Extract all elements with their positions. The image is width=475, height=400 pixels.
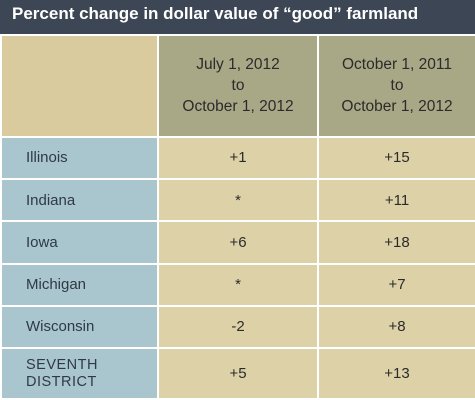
state-label: Iowa: [0, 220, 159, 265]
state-label: Illinois: [0, 135, 159, 181]
column-header-annual: October 1, 2011 to October 1, 2012: [317, 34, 475, 138]
column-header-line: October 1, 2012: [341, 98, 453, 116]
state-label-line: SEVENTH: [26, 356, 98, 373]
farmland-value-table: July 1, 2012 to October 1, 2012 October …: [0, 34, 475, 400]
value-cell: +6: [157, 220, 319, 265]
state-label: Michigan: [0, 262, 159, 307]
value-cell: +8: [317, 304, 475, 350]
column-header-line: to: [390, 77, 404, 95]
column-header-line: to: [231, 77, 245, 95]
header-row: July 1, 2012 to October 1, 2012 October …: [0, 34, 475, 138]
table-row: Michigan * +7: [0, 262, 475, 307]
value-cell: +7: [317, 262, 475, 307]
state-label: Wisconsin: [0, 304, 159, 350]
value-cell: +5: [157, 347, 319, 400]
table-row: Indiana * +11: [0, 178, 475, 223]
value-cell: +1: [157, 135, 319, 181]
value-cell: -2: [157, 304, 319, 350]
column-header-line: October 1, 2011: [341, 56, 452, 74]
table-title: Percent change in dollar value of “good”…: [0, 0, 475, 34]
table-row: Illinois +1 +15: [0, 135, 475, 181]
table-row-district: SEVENTH DISTRICT +5 +13: [0, 347, 475, 400]
state-label: SEVENTH DISTRICT: [0, 347, 159, 400]
column-header-recent: July 1, 2012 to October 1, 2012: [157, 34, 319, 138]
table-row: Iowa +6 +18: [0, 220, 475, 265]
header-corner-cell: [0, 34, 159, 138]
state-label-line: DISTRICT: [26, 373, 97, 390]
column-header-line: October 1, 2012: [182, 98, 294, 116]
value-cell: +13: [317, 347, 475, 400]
column-header-line: July 1, 2012: [196, 56, 280, 74]
value-cell: +11: [317, 178, 475, 223]
value-cell: +15: [317, 135, 475, 181]
value-cell: +18: [317, 220, 475, 265]
value-cell: *: [157, 262, 319, 307]
state-label: Indiana: [0, 178, 159, 223]
table-row: Wisconsin -2 +8: [0, 304, 475, 350]
value-cell: *: [157, 178, 319, 223]
